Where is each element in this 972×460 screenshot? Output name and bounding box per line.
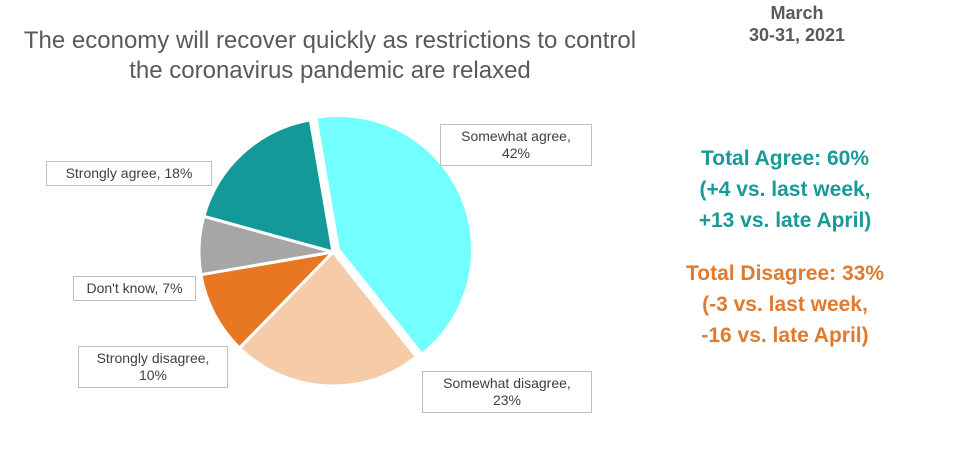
chart-title-line-2: the coronavirus pandemic are relaxed [129, 57, 531, 84]
slice-label-somewhat-disagree-value: 23% [492, 392, 522, 408]
slice-label-strongly-agree-text: Strongly agree, 18% [65, 165, 193, 181]
slice-label-strongly-disagree-value: 10% [138, 367, 168, 383]
slice-label-somewhat-agree: Somewhat agree, 42% [440, 124, 592, 166]
total-agree-line-2: (+4 vs. last week, [699, 178, 871, 201]
chart-title-line-1: The economy will recover quickly as rest… [23, 27, 637, 54]
pie-slice-somewhat-agree [314, 114, 474, 357]
slice-label-somewhat-agree-name: Somewhat agree, [461, 128, 571, 144]
slice-label-strongly-disagree: Strongly disagree, 10% [78, 346, 228, 388]
total-disagree-line-2: (-3 vs. last week, [702, 293, 868, 316]
survey-date: March 30-31, 2021 [730, 2, 864, 46]
pie-slice-strongly-agree [202, 118, 335, 255]
total-agree-line-1: Total Agree: 60% [700, 147, 870, 170]
survey-date-line-2: 30-31, 2021 [748, 25, 846, 45]
slice-label-somewhat-agree-value: 42% [501, 145, 531, 161]
slice-label-somewhat-disagree: Somewhat disagree, 23% [422, 371, 592, 413]
chart-title: The economy will recover quickly as rest… [0, 26, 660, 86]
survey-date-line-1: March [770, 3, 824, 23]
slice-label-somewhat-disagree-name: Somewhat disagree, [443, 375, 571, 391]
total-disagree-summary: Total Disagree: 33% (-3 vs. last week, -… [660, 258, 910, 351]
total-disagree-line-1: Total Disagree: 33% [685, 262, 884, 285]
total-agree-summary: Total Agree: 60% (+4 vs. last week, +13 … [660, 143, 910, 236]
slice-label-dont-know: Don't know, 7% [73, 276, 196, 301]
pie-slice-somewhat-disagree [237, 249, 419, 388]
total-disagree-line-3: -16 vs. late April) [701, 324, 869, 347]
slice-label-strongly-agree: Strongly agree, 18% [46, 161, 212, 186]
pie-slice-strongly-disagree [199, 249, 338, 351]
slice-label-strongly-disagree-name: Strongly disagree, [96, 350, 210, 366]
total-agree-line-3: +13 vs. late April) [698, 209, 872, 232]
slice-label-dont-know-text: Don't know, 7% [86, 280, 183, 296]
